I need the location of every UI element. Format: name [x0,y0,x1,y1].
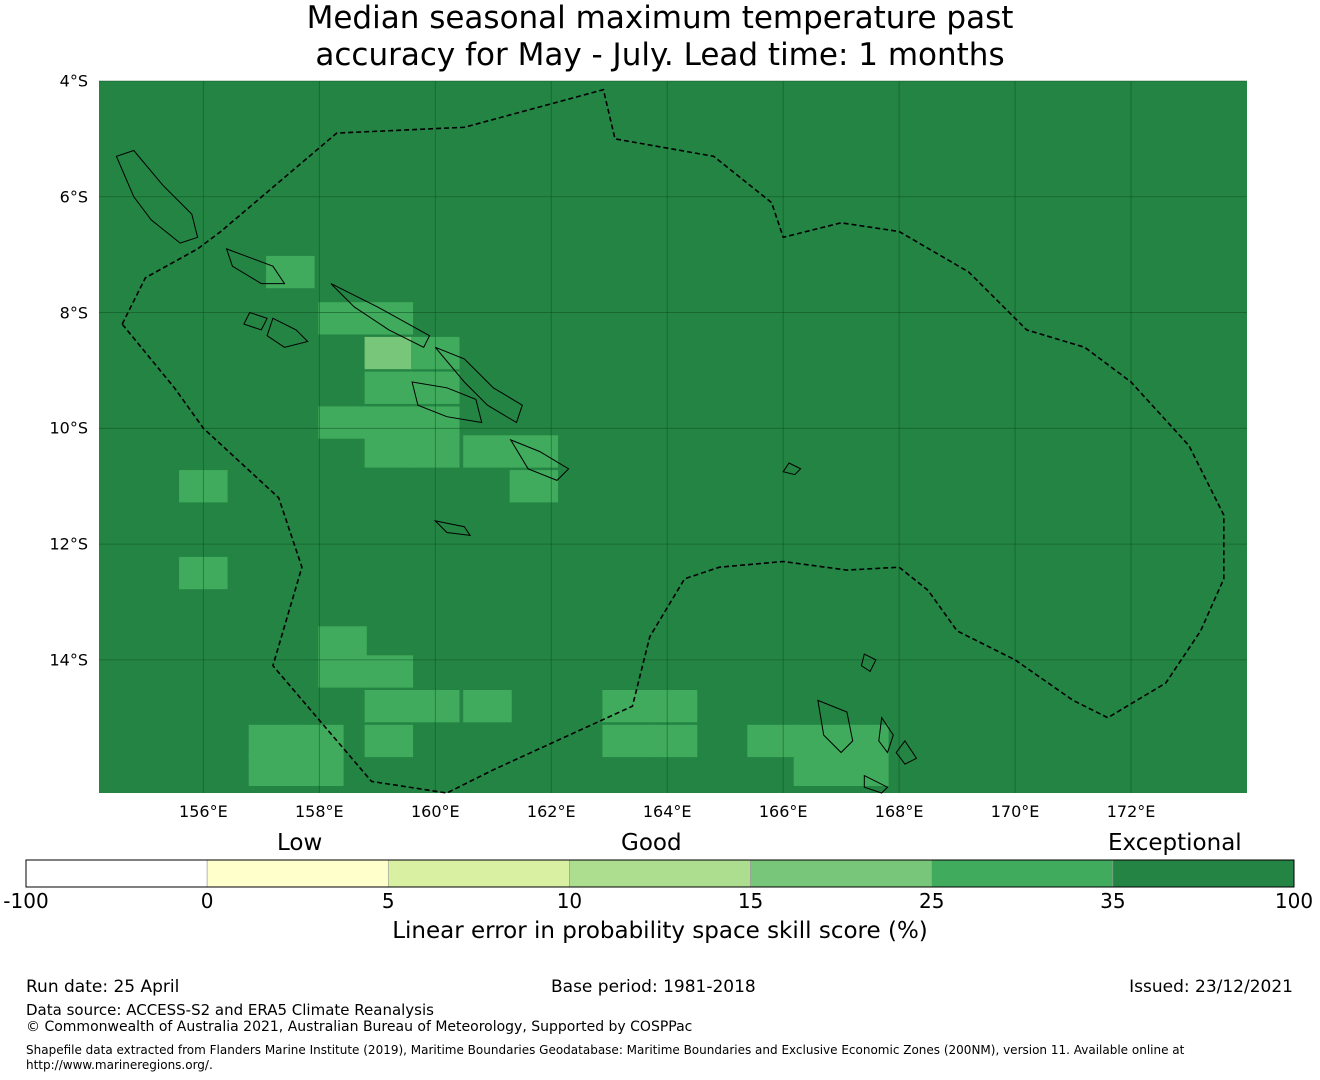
island-0 [115,149,199,244]
skill-cell-21 [364,724,414,758]
island-10 [878,716,894,754]
skill-cell-1 [318,302,367,335]
issued-date: Issued: 23/12/2021 [1129,977,1293,997]
shapefile-credit-line2: http://www.marineregions.org/. [26,1058,213,1072]
skill-cell-23 [463,690,512,723]
latitude-label: 6°S [59,187,88,207]
run-date: Run date: 25 April [26,977,180,997]
eez-boundary-line [121,88,1225,794]
colorbar-segment-2 [387,859,570,888]
map-title-line2: accuracy for May - July. Lead time: 1 mo… [315,37,1005,73]
island-12 [863,774,889,794]
island-14 [860,653,877,673]
skill-cell-6 [364,371,414,404]
skill-cell-0 [266,255,315,289]
island-3 [434,346,523,424]
skill-cell-32 [747,724,796,758]
copyright: © Commonwealth of Australia 2021, Austra… [26,1019,693,1035]
latitude-label: 10°S [49,418,88,438]
map-title: Median seasonal maximum temperature past… [0,0,1320,74]
colorbar-segment-1 [206,859,389,888]
category-good-label: Good [621,830,682,856]
colorbar-segment-3 [569,859,751,888]
colorbar-tick-label: 5 [381,889,395,913]
longitude-label: 172°E [1106,802,1156,821]
colorbar [25,859,1295,888]
colorbar-tick-label: 10 [556,889,583,913]
island-1 [225,248,286,285]
longitude-label: 170°E [990,802,1040,821]
colorbar-segment-5 [931,859,1114,888]
colorbar-tick-label: 35 [1100,889,1126,913]
longitude-label: 158°E [294,802,344,821]
island-13 [782,462,802,476]
island-11 [895,740,918,765]
island-2 [330,283,431,348]
skill-cell-17 [318,626,367,659]
skill-cell-31 [648,724,698,758]
colorbar-segment-0 [25,859,208,888]
latitude-label: 8°S [59,303,88,323]
island-9 [817,699,854,754]
skill-cell-20 [364,690,414,723]
skill-cell-2 [364,302,414,335]
skill-cell-12 [463,435,512,468]
category-low-label: Low [277,830,323,856]
map-frame [99,81,1247,793]
skill-cell-36 [793,753,843,786]
skill-cell-7 [318,406,367,439]
island-5 [509,438,570,481]
longitude-label: 156°E [179,802,228,821]
skill-cell-33 [793,724,843,758]
longitude-label: 164°E [642,802,692,821]
colorbar-tick-label: 100 [1274,889,1314,913]
colorbar-border [25,859,1295,888]
skill-cell-18 [318,655,367,688]
category-exceptional-label: Exceptional [1108,830,1242,856]
eez-boundary [121,88,1225,794]
skill-cell-26 [248,753,298,786]
grid-lines [99,80,1247,793]
colorbar-tick-label: 15 [737,889,764,913]
shapefile-credit: Shapefile data extracted from Flanders M… [26,1043,1306,1073]
skill-cell-30 [602,724,651,758]
skill-cell-19 [364,655,414,688]
skill-cell-14 [509,470,559,503]
data-source: Data source: ACCESS-S2 and ERA5 Climate … [26,1001,434,1019]
skill-cell-34 [840,724,889,758]
skill-cell-13 [509,435,559,468]
latitude-label: 12°S [49,534,88,554]
latitude-label: 14°S [49,650,88,670]
island-7 [243,311,268,331]
island-8 [433,520,472,537]
coastlines [115,149,918,794]
longitude-label: 166°E [758,802,808,821]
island-4 [411,381,483,424]
map-title-line1: Median seasonal maximum temperature past [306,0,1014,36]
longitude-label: 160°E [410,802,460,821]
skill-cell-10 [364,435,414,468]
longitude-label: 162°E [526,802,576,821]
colorbar-segment-4 [750,859,933,888]
skill-cell-29 [648,690,698,723]
map-background [99,81,1247,793]
colorbar-tick-label: 25 [918,889,945,913]
base-period: Base period: 1981-2018 [551,977,756,997]
colorbar-tick-label: -100 [3,889,49,913]
shapefile-credit-line1: Shapefile data extracted from Flanders M… [26,1043,1185,1057]
skill-cell-24 [248,724,298,758]
island-6 [266,317,309,348]
skill-cell-8 [364,406,414,439]
colorbar-tick-label: 0 [200,889,214,913]
longitude-label: 168°E [874,802,924,821]
colorbar-title: Linear error in probability space skill … [392,918,928,944]
colorbar-segment-6 [1112,859,1295,888]
skill-cell-3 [364,336,414,370]
latitude-label: 4°S [59,71,88,91]
